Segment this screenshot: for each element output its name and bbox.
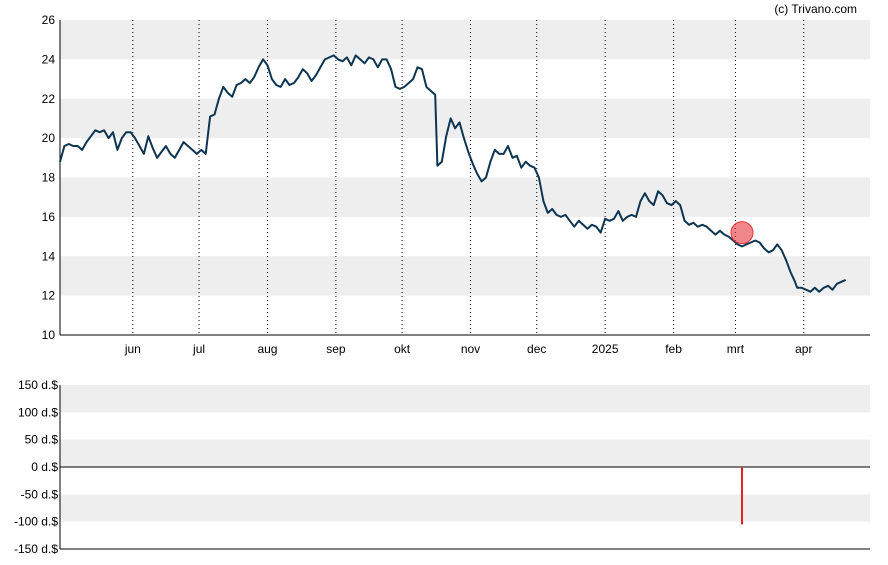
grid-band bbox=[60, 385, 870, 413]
grid-band bbox=[60, 20, 870, 60]
y-tick-label: -50 d.$ bbox=[21, 487, 59, 501]
y-tick-label: 16 bbox=[42, 210, 56, 224]
x-tick-label: apr bbox=[795, 342, 812, 356]
event-marker bbox=[730, 221, 754, 245]
y-tick-label: 20 bbox=[42, 131, 56, 145]
grid-band bbox=[60, 439, 870, 467]
y-tick-label: 0 d.$ bbox=[31, 460, 58, 474]
grid-band bbox=[60, 494, 870, 522]
grid-band bbox=[60, 177, 870, 217]
y-tick-label: 26 bbox=[42, 13, 56, 27]
volume-bar-chart: 150 d.$ 100 d.$ 50 d.$ 0 d.$ -50 d.$ -100 d.$… bbox=[14, 378, 870, 556]
y-tick-label: 22 bbox=[42, 92, 56, 106]
x-tick-label: feb bbox=[665, 342, 682, 356]
y-tick-label: -100 d.$ bbox=[14, 515, 58, 529]
y-tick-label: 50 d.$ bbox=[25, 433, 59, 447]
x-tick-label: dec bbox=[527, 342, 546, 356]
y-tick-label: 18 bbox=[42, 171, 56, 185]
grid-band bbox=[60, 98, 870, 139]
x-tick-label: okt bbox=[394, 342, 411, 356]
y-tick-label: 24 bbox=[42, 52, 56, 66]
y-tick-label: 12 bbox=[42, 289, 56, 303]
y-tick-label: 14 bbox=[42, 249, 56, 263]
x-tick-label: sep bbox=[326, 342, 346, 356]
x-tick-label: jun bbox=[124, 342, 141, 356]
price-line-chart: jun jul aug sep okt nov dec 2025 feb mrt apr 10 12 14… bbox=[42, 13, 870, 356]
y-tick-label: 10 bbox=[42, 328, 56, 342]
x-tick-label: aug bbox=[257, 342, 277, 356]
price-line bbox=[59, 54, 847, 293]
x-tick-label: 2025 bbox=[592, 342, 619, 356]
y-tick-label: -150 d.$ bbox=[14, 542, 58, 556]
copyright-label: (c) Trivano.com bbox=[774, 2, 857, 16]
y-tick-label: 100 d.$ bbox=[18, 405, 58, 419]
x-tick-label: nov bbox=[461, 342, 480, 356]
x-tick-label: mrt bbox=[727, 342, 745, 356]
y-tick-label: 150 d.$ bbox=[18, 378, 58, 392]
x-tick-label: jul bbox=[192, 342, 205, 356]
grid-band bbox=[60, 256, 870, 296]
